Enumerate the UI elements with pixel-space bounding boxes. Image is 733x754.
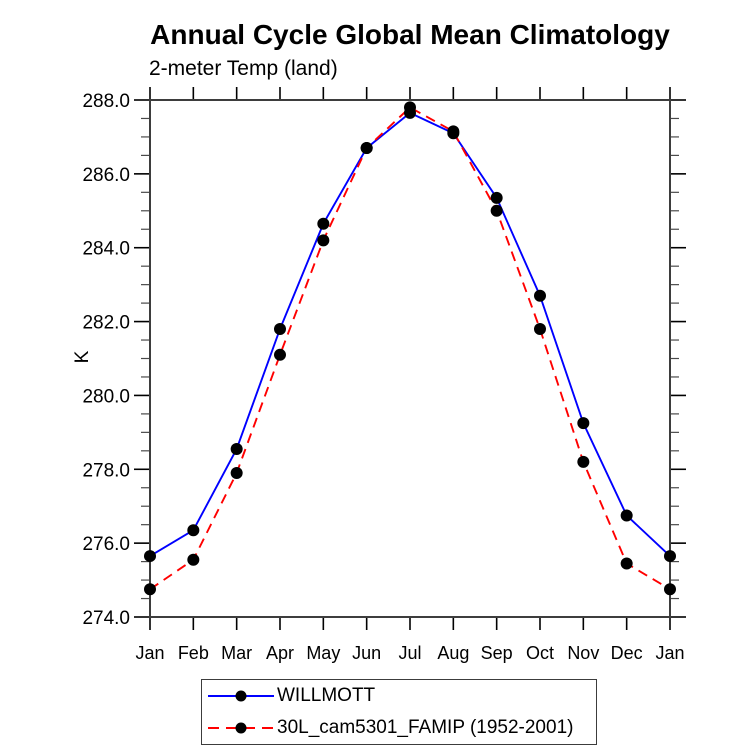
series-line-willmott <box>149 111 671 557</box>
x-tick-label: Nov <box>567 643 599 663</box>
legend-label-famip: 30L_cam5301_FAMIP (1952-2001) <box>277 716 574 738</box>
x-tick-label: Oct <box>526 643 554 663</box>
data-point-famip <box>577 455 590 468</box>
data-point-famip <box>490 204 503 217</box>
data-point-famip <box>664 583 676 596</box>
y-tick-label: 274.0 <box>82 608 130 629</box>
data-point-famip <box>404 101 416 114</box>
legend-entry-famip: 30L_cam5301_FAMIP (1952-2001) <box>202 713 596 743</box>
x-tick-label: Sep <box>481 643 513 663</box>
data-point-willmott <box>187 524 200 537</box>
x-tick-label: Mar <box>221 643 252 663</box>
y-tick-label: 288.0 <box>82 91 130 112</box>
legend-box: WILLMOTT 30L_cam5301_FAMIP (1952-2001) <box>201 679 597 745</box>
data-point-famip <box>620 557 633 570</box>
legend-entry-willmott: WILLMOTT <box>202 681 596 711</box>
y-tick-label: 276.0 <box>82 534 130 555</box>
x-tick-label: Apr <box>266 643 294 663</box>
y-tick-label: 280.0 <box>82 386 130 407</box>
data-point-willmott <box>620 509 633 522</box>
x-tick-label: Jul <box>398 643 421 663</box>
x-tick-label: Aug <box>437 643 469 663</box>
data-point-willmott <box>274 322 286 335</box>
data-point-willmott <box>317 217 330 230</box>
data-point-famip <box>187 553 200 566</box>
x-tick-label: May <box>306 643 340 663</box>
data-point-willmott <box>230 442 243 455</box>
data-point-willmott <box>664 550 676 563</box>
legend-marker-dot <box>235 690 247 702</box>
data-point-willmott <box>490 191 503 204</box>
data-point-famip <box>360 142 373 155</box>
y-tick-label: 282.0 <box>82 313 130 334</box>
x-tick-label: Feb <box>178 643 209 663</box>
x-tick-label: Jan <box>655 643 684 663</box>
data-point-famip <box>447 125 460 138</box>
data-point-willmott <box>144 550 156 563</box>
data-point-famip <box>534 322 546 335</box>
chart-title: Annual Cycle Global Mean Climatology <box>150 19 670 50</box>
series-line-famip <box>149 106 671 591</box>
data-point-famip <box>230 466 243 479</box>
chart-subtitle: 2-meter Temp (land) <box>149 57 338 80</box>
x-tick-label: Jun <box>352 643 381 663</box>
legend-line-solid-sample <box>208 690 274 702</box>
data-point-famip <box>144 583 156 596</box>
plot-frame <box>149 99 671 618</box>
y-tick-label: 278.0 <box>82 460 130 481</box>
data-point-famip <box>274 348 286 361</box>
legend-marker-dot <box>235 722 247 734</box>
y-tick-label: 284.0 <box>82 239 130 260</box>
x-tick-label: Jan <box>135 643 164 663</box>
y-tick-label: 286.0 <box>82 165 130 186</box>
legend-line-dashed-sample <box>208 722 274 734</box>
x-tick-label: Dec <box>611 643 643 663</box>
data-point-willmott <box>577 417 590 430</box>
legend-label-willmott: WILLMOTT <box>277 685 376 707</box>
data-point-famip <box>317 234 330 247</box>
data-point-willmott <box>534 289 546 302</box>
